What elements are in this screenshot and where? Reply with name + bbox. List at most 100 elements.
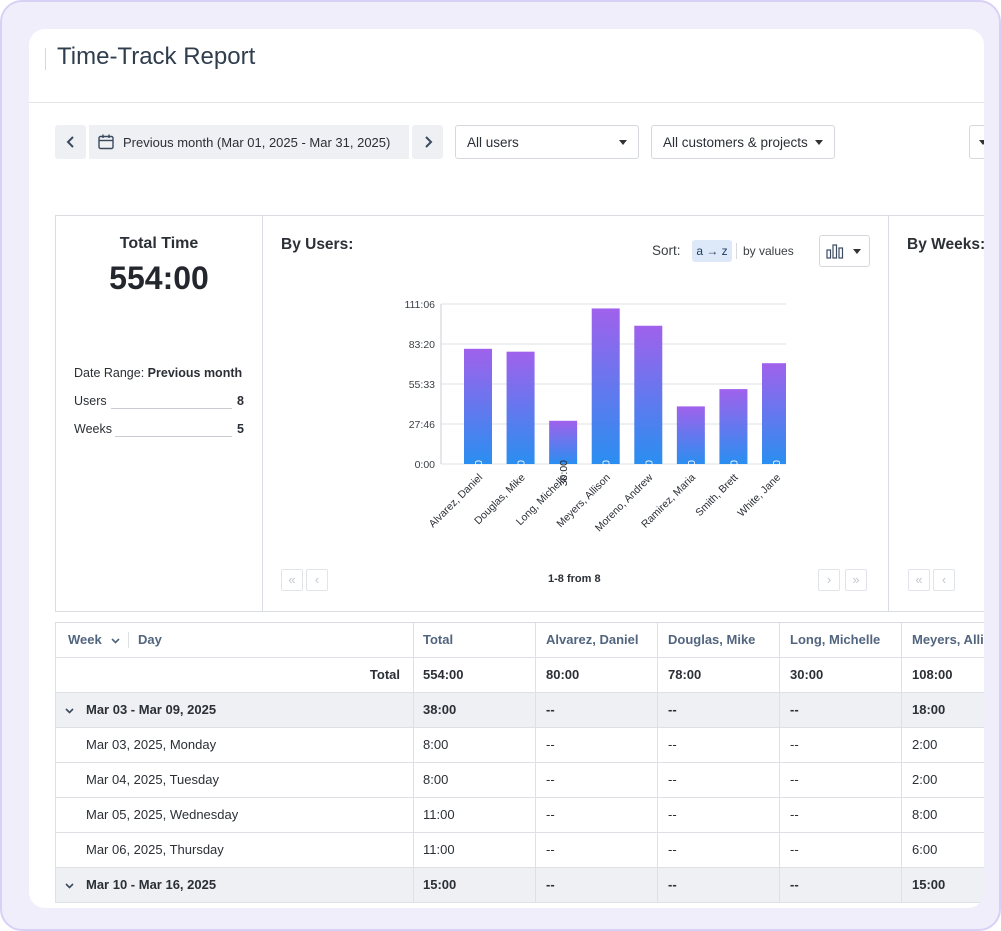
bar[interactable]	[634, 325, 663, 464]
week-group-row[interactable]: Mar 03 - Mar 09, 2025 38:00 -- -- -- 18:00	[55, 693, 984, 728]
expand-toggle[interactable]	[65, 868, 74, 902]
next-period-button[interactable]	[412, 125, 443, 159]
value-cell: --	[790, 842, 799, 857]
chevron-down-icon	[111, 638, 120, 644]
expand-toggle[interactable]	[65, 693, 74, 727]
day-row: Mar 03, 2025, Monday 8:00 -- -- -- 2:00	[55, 728, 984, 763]
week-label: Mar 03 - Mar 09, 2025	[86, 702, 217, 717]
title-bar: Time-Track Report	[29, 29, 984, 103]
col-header-total[interactable]: Total	[423, 632, 454, 647]
value-cell: --	[546, 877, 555, 892]
panel-divider	[262, 216, 263, 611]
report-card: Time-Track Report Previous month (Mar 01…	[29, 29, 984, 908]
day-row: Mar 05, 2025, Wednesday 11:00 -- -- -- 8:00	[55, 798, 984, 833]
bar-value-label: 40:00	[686, 460, 698, 486]
bar[interactable]	[549, 420, 578, 464]
col-header-user[interactable]: Meyers, Alli	[912, 632, 984, 647]
bar[interactable]	[762, 363, 786, 464]
sort-alphabetical-button[interactable]: a → z	[692, 240, 732, 262]
title-divider	[45, 48, 46, 70]
value-cell: 2:00	[912, 772, 938, 787]
chart-type-dropdown[interactable]	[819, 235, 870, 267]
value-cell: 15:00	[423, 877, 457, 892]
x-tick-label: White, Jane	[735, 472, 783, 520]
next-page-button[interactable]: ›	[818, 569, 840, 591]
value-cell: --	[668, 737, 677, 752]
total-row: Total 554:00 80:00 78:00 30:00 108:00	[55, 658, 984, 693]
sort-by-values-button[interactable]: by values	[743, 244, 794, 258]
y-tick-label: 83:20	[409, 339, 435, 351]
column-divider	[901, 623, 902, 903]
value-cell: 2:00	[912, 737, 938, 752]
date-range-info: Date Range: Previous month	[74, 366, 242, 380]
caret-down-icon	[619, 140, 627, 145]
bar-value-label: 78:00	[516, 460, 528, 486]
weeks-first-page-button[interactable]: «	[908, 569, 930, 591]
bar-value-label: 108:00	[601, 460, 613, 492]
column-divider	[657, 623, 658, 903]
sort-divider	[736, 243, 737, 259]
prev-period-button[interactable]	[55, 125, 86, 159]
date-range-label: Previous month (Mar 01, 2025 - Mar 31, 2…	[123, 134, 391, 150]
day-label: Mar 03, 2025, Monday	[86, 737, 217, 752]
total-cell: 80:00	[546, 667, 580, 682]
panel-divider	[888, 216, 889, 611]
table-border	[55, 623, 56, 903]
by-users-title: By Users:	[281, 236, 354, 253]
bar[interactable]	[464, 348, 492, 464]
users-select[interactable]: All users	[455, 125, 639, 159]
total-row-label: Total	[369, 667, 400, 682]
x-tick-label: Smith, Brett	[693, 472, 740, 519]
col-header-user[interactable]: Long, Michelle	[790, 632, 881, 647]
week-group-toggle[interactable]: Week	[68, 623, 120, 657]
y-tick-label: 0:00	[415, 459, 436, 471]
total-cell: 78:00	[668, 667, 702, 682]
bar-value-label: 30:00	[558, 460, 570, 486]
value-cell: --	[668, 702, 677, 717]
column-divider	[535, 623, 536, 903]
value-cell: --	[668, 842, 677, 857]
more-filters-select[interactable]	[969, 125, 984, 159]
weeks-prev-page-button[interactable]: ‹	[933, 569, 955, 591]
bar[interactable]	[676, 406, 705, 464]
value-cell: --	[668, 772, 677, 787]
value-cell: --	[546, 737, 555, 752]
value-cell: 8:00	[423, 772, 449, 787]
y-tick-label: 55:33	[409, 379, 435, 391]
prev-page-button[interactable]: ‹	[306, 569, 328, 591]
date-range-picker[interactable]: Previous month (Mar 01, 2025 - Mar 31, 2…	[89, 125, 409, 159]
bar[interactable]	[591, 308, 620, 464]
value-cell: 6:00	[912, 842, 938, 857]
chevron-right-icon	[424, 136, 432, 148]
col-header-user[interactable]: Alvarez, Daniel	[546, 632, 639, 647]
day-label: Mar 04, 2025, Tuesday	[86, 772, 219, 787]
caret-down-icon	[979, 140, 984, 145]
value-cell: 15:00	[912, 877, 946, 892]
bar[interactable]	[719, 389, 748, 464]
day-header[interactable]: Day	[138, 632, 162, 647]
value-cell: --	[790, 772, 799, 787]
week-group-row[interactable]: Mar 10 - Mar 16, 2025 15:00 -- -- -- 15:00	[55, 868, 984, 903]
week-label: Mar 10 - Mar 16, 2025	[86, 877, 217, 892]
chevron-left-icon	[66, 136, 74, 148]
col-header-user[interactable]: Douglas, Mike	[668, 632, 756, 647]
value-cell: --	[546, 702, 555, 717]
users-count-label: Users	[74, 394, 107, 408]
weeks-count-row: Weeks 5	[74, 422, 244, 440]
value-cell: --	[790, 877, 799, 892]
table-header: Week Day Total Alvarez, Daniel Douglas, …	[55, 623, 984, 658]
total-time-value: 554:00	[109, 260, 209, 296]
first-page-button[interactable]: «	[281, 569, 303, 591]
last-page-button[interactable]: »	[845, 569, 867, 591]
value-cell: --	[790, 737, 799, 752]
column-divider	[413, 623, 414, 903]
dotted-leader	[111, 408, 232, 409]
by-weeks-title: By Weeks:	[907, 236, 984, 253]
weeks-count-label: Weeks	[74, 422, 112, 436]
date-range-info-label: Date Range:	[74, 366, 145, 380]
day-row: Mar 04, 2025, Tuesday 8:00 -- -- -- 2:00	[55, 763, 984, 798]
projects-select[interactable]: All customers & projects	[651, 125, 835, 159]
bar[interactable]	[506, 351, 535, 464]
value-cell: --	[668, 807, 677, 822]
